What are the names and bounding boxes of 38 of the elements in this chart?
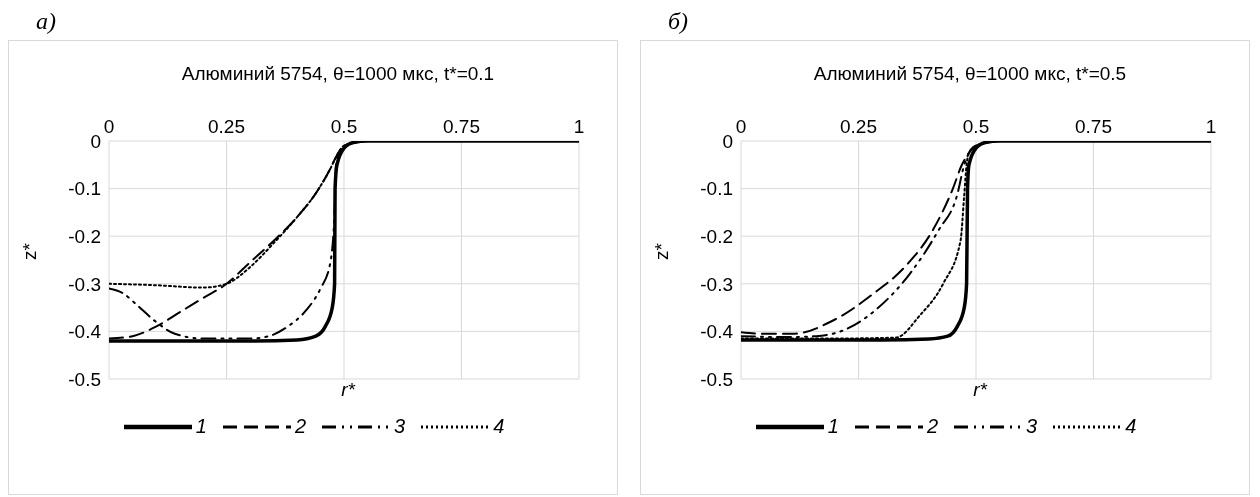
y-tick-label: 0 [722, 130, 733, 152]
y-axis-title: z* [18, 242, 40, 260]
legend-label: 2 [926, 415, 938, 438]
y-tick-label: 0 [90, 130, 101, 152]
x-tick-label: 1 [1205, 116, 1217, 137]
y-tick-label: -0.2 [700, 225, 733, 247]
y-tick-label: -0.1 [700, 178, 733, 200]
y-tick-label: -0.4 [700, 321, 734, 343]
y-tick-label: -0.2 [68, 225, 101, 247]
y-tick-label: -0.5 [700, 368, 733, 390]
legend-label: 4 [1125, 415, 1137, 438]
x-tick-label: 0 [103, 116, 115, 137]
y-tick-label: -0.1 [68, 178, 101, 200]
legend-label: 2 [294, 415, 306, 438]
y-tick-label: -0.5 [68, 368, 101, 390]
y-axis-title: z* [650, 242, 672, 260]
x-tick-label: 0.75 [443, 116, 480, 137]
legend-label: 1 [827, 415, 839, 438]
legend-label: 1 [195, 415, 207, 438]
x-tick-label: 1 [573, 116, 585, 137]
x-tick-label: 0.25 [208, 116, 245, 137]
chart-title: Алюминий 5754, θ=1000 мкс, t*=0.5 [812, 63, 1128, 86]
text: б) [668, 8, 689, 34]
y-tick-label: -0.3 [700, 273, 733, 295]
x-tick-label: 0.5 [962, 116, 990, 137]
x-tick-label: 0 [735, 116, 747, 137]
legend-label: 3 [1026, 415, 1038, 438]
chart-title: Алюминий 5754, θ=1000 мкс, t*=0.1 [180, 63, 496, 86]
text: а) [36, 8, 56, 34]
y-tick-label: -0.3 [68, 273, 101, 295]
y-tick-label: -0.4 [68, 321, 102, 343]
x-tick-label: 0.25 [840, 116, 877, 137]
legend-label: 4 [493, 415, 505, 438]
x-tick-label: 0.75 [1075, 116, 1112, 137]
x-axis-title: r* [973, 379, 987, 400]
x-axis-title: r* [341, 379, 355, 400]
legend-label: 3 [394, 415, 406, 438]
x-tick-label: 0.5 [330, 116, 358, 137]
